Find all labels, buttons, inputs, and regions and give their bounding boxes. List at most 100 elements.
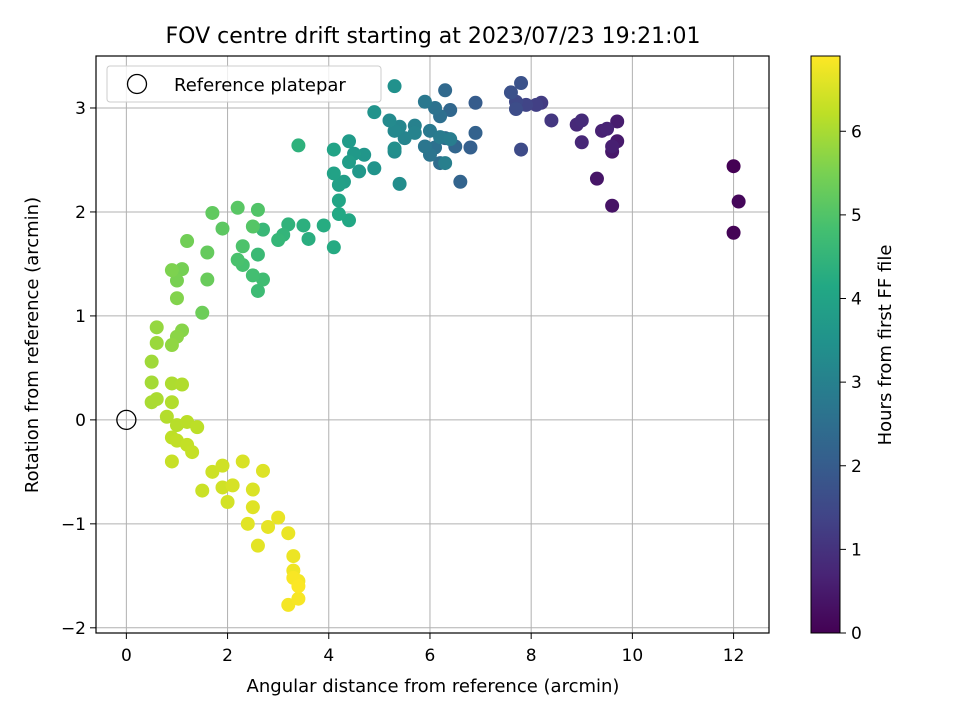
scatter-point	[574, 135, 589, 150]
scatter-point	[281, 217, 296, 232]
legend-box	[106, 65, 382, 103]
scatter-point	[610, 114, 625, 129]
scatter-point	[225, 478, 240, 493]
scatter-point	[195, 483, 210, 498]
x-axis-ticks: 0 2 4 6 8 10 12	[121, 633, 744, 666]
scatter-point	[342, 213, 357, 228]
reference-point	[116, 409, 137, 431]
scatter-point	[164, 395, 179, 410]
scatter-point	[230, 200, 245, 215]
plot-area-frame	[95, 55, 770, 634]
y-tick-label: −2	[61, 619, 86, 639]
scatter-point	[245, 500, 260, 515]
scatter-point	[397, 131, 412, 146]
scatter-point	[255, 463, 270, 478]
scatter-point	[240, 516, 255, 531]
scatter-point	[291, 591, 306, 606]
scatter-point	[164, 376, 179, 391]
colorbar-tick-label: 3	[851, 373, 862, 393]
scatter-point	[144, 375, 159, 390]
scatter-point	[387, 123, 402, 138]
colorbar: 0 1 2 3 4 5 6 Hours from first FF file	[810, 55, 896, 644]
scatter-point	[382, 113, 397, 128]
scatter-point	[271, 510, 286, 525]
scatter-point	[443, 103, 458, 118]
scatter-point	[544, 113, 559, 128]
scatter-point	[159, 409, 174, 424]
y-tick-label: −1	[61, 515, 86, 535]
scatter-point	[291, 579, 306, 594]
scatter-point	[245, 482, 260, 497]
scatter-point	[316, 218, 331, 233]
scatter-point	[453, 174, 468, 189]
scatter-point	[417, 94, 432, 109]
scatter-point	[185, 445, 200, 460]
scatter-point	[286, 549, 301, 564]
scatter-point	[250, 202, 265, 217]
scatter-point	[352, 164, 367, 179]
scatter-point	[175, 262, 190, 277]
legend-label: Reference platepar	[174, 75, 346, 96]
x-axis-label: Angular distance from reference (arcmin)	[247, 676, 620, 697]
scatter-point	[235, 239, 250, 254]
scatter-point	[261, 519, 276, 534]
scatter-point	[169, 273, 184, 288]
scatter-point	[342, 134, 357, 149]
x-tick-label: 10	[622, 646, 644, 666]
y-tick-label: 0	[75, 411, 86, 431]
scatter-point	[326, 142, 341, 157]
scatter-point	[392, 176, 407, 191]
scatter-point	[149, 392, 164, 407]
scatter-point	[195, 305, 210, 320]
legend-marker	[126, 73, 148, 95]
scatter-point	[200, 245, 215, 260]
scatter-point	[245, 268, 260, 283]
legend: Reference platepar	[106, 65, 382, 103]
scatter-point	[331, 207, 346, 222]
scatter-point	[367, 161, 382, 176]
colorbar-label: Hours from first FF file	[875, 245, 896, 446]
scatter-point	[331, 177, 346, 192]
scatter-point	[205, 205, 220, 220]
scatter-point	[235, 454, 250, 469]
scatter-point	[250, 247, 265, 262]
scatter-point	[326, 166, 341, 181]
scatter-point	[731, 194, 746, 209]
scatter-point	[574, 113, 589, 128]
scatter-point	[301, 231, 316, 246]
scatter-point	[529, 97, 544, 112]
colorbar-gradient	[810, 55, 841, 634]
scatter-point	[417, 139, 432, 154]
colorbar-tick-label: 6	[851, 122, 862, 142]
scatter-point	[367, 105, 382, 120]
scatter-point	[281, 526, 296, 541]
scatter-point	[180, 234, 195, 249]
scatter-point	[296, 218, 311, 233]
scatter-point	[387, 79, 402, 94]
scatter-point	[169, 291, 184, 306]
scatter-point	[508, 102, 523, 117]
scatter-point	[164, 338, 179, 353]
x-tick-label: 6	[425, 646, 436, 666]
colorbar-tick-label: 4	[851, 290, 862, 310]
y-tick-label: 2	[75, 203, 86, 223]
scatter-point	[271, 233, 286, 248]
y-tick-label: 3	[75, 99, 86, 119]
scatter-point	[164, 263, 179, 278]
scatter-point	[438, 83, 453, 98]
scatter-point	[468, 125, 483, 140]
x-tick-label: 8	[526, 646, 537, 666]
scatter-point	[428, 100, 443, 115]
chart-title: FOV centre drift starting at 2023/07/23 …	[166, 24, 701, 49]
scatter-point	[200, 272, 215, 287]
scatter-point	[438, 156, 453, 171]
scatter-point	[589, 171, 604, 186]
x-tick-label: 12	[723, 646, 745, 666]
scatter-point	[331, 193, 346, 208]
scatter-point	[144, 354, 159, 369]
scatter-point	[463, 140, 478, 155]
data-points	[116, 76, 746, 612]
scatter-point	[514, 76, 529, 91]
colorbar-tick-label: 2	[851, 457, 862, 477]
